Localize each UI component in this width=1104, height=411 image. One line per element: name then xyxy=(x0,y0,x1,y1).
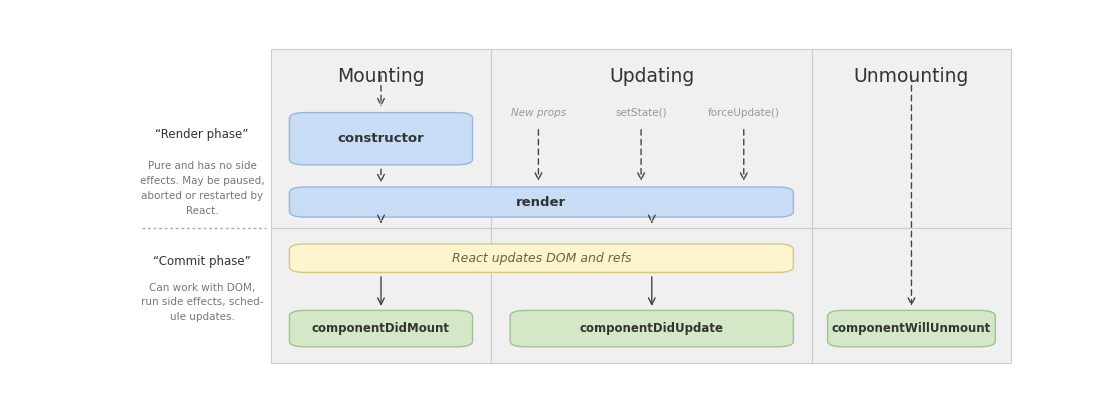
Text: Updating: Updating xyxy=(609,67,694,86)
FancyBboxPatch shape xyxy=(828,310,996,347)
Text: Can work with DOM,
run side effects, sched-
ule updates.: Can work with DOM, run side effects, sch… xyxy=(141,283,264,322)
Text: Pure and has no side
effects. May be paused,
aborted or restarted by
React.: Pure and has no side effects. May be pau… xyxy=(140,162,265,216)
Text: New props: New props xyxy=(511,108,566,118)
Text: forceUpdate(): forceUpdate() xyxy=(708,108,779,118)
Bar xyxy=(491,49,813,228)
Text: componentDidMount: componentDidMount xyxy=(312,322,450,335)
Bar xyxy=(813,49,1011,228)
FancyBboxPatch shape xyxy=(510,310,794,347)
Text: React updates DOM and refs: React updates DOM and refs xyxy=(452,252,631,265)
Text: render: render xyxy=(517,196,566,208)
FancyBboxPatch shape xyxy=(289,187,794,217)
Text: setState(): setState() xyxy=(615,108,667,118)
Text: “Render phase”: “Render phase” xyxy=(156,128,248,141)
FancyBboxPatch shape xyxy=(289,244,794,272)
Text: Mounting: Mounting xyxy=(337,67,425,86)
Bar xyxy=(491,228,813,363)
Text: “Commit phase”: “Commit phase” xyxy=(153,255,251,268)
FancyBboxPatch shape xyxy=(289,113,473,165)
Bar xyxy=(270,49,491,228)
Text: componentDidUpdate: componentDidUpdate xyxy=(580,322,724,335)
Text: componentWillUnmount: componentWillUnmount xyxy=(831,322,991,335)
Text: constructor: constructor xyxy=(338,132,424,145)
FancyBboxPatch shape xyxy=(289,310,473,347)
Bar xyxy=(813,228,1011,363)
Bar xyxy=(270,228,491,363)
Text: Unmounting: Unmounting xyxy=(853,67,969,86)
